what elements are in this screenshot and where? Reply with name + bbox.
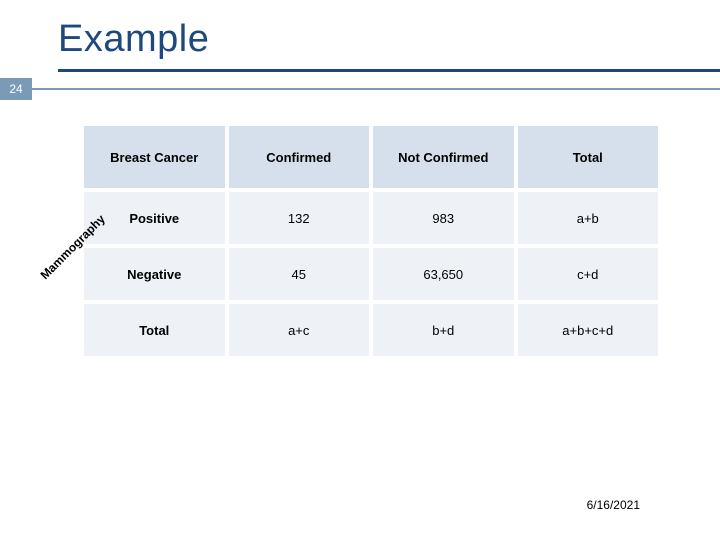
row-header: Total (84, 304, 225, 356)
table-cell: b+d (373, 304, 514, 356)
table-cell: 63,650 (373, 248, 514, 300)
col-header: Not Confirmed (373, 126, 514, 188)
table-header-row: Breast Cancer Confirmed Not Confirmed To… (84, 126, 658, 188)
table-row: Positive 132 983 a+b (84, 192, 658, 244)
table-cell: a+b (518, 192, 659, 244)
page-title: Example (58, 18, 720, 61)
table-row: Negative 45 63,650 c+d (84, 248, 658, 300)
pagenum-bar: 24 (0, 78, 720, 100)
table-cell: 45 (229, 248, 370, 300)
col-header: Total (518, 126, 659, 188)
footer-date: 6/16/2021 (587, 498, 640, 512)
title-underline (58, 69, 720, 72)
page-number-badge: 24 (0, 78, 32, 100)
table-cell: a+c (229, 304, 370, 356)
table-cell: a+b+c+d (518, 304, 659, 356)
row-header: Negative (84, 248, 225, 300)
col-header: Breast Cancer (84, 126, 225, 188)
pagenum-line (32, 88, 720, 90)
table-cell: 983 (373, 192, 514, 244)
contingency-table: Breast Cancer Confirmed Not Confirmed To… (80, 122, 662, 360)
col-header: Confirmed (229, 126, 370, 188)
table-row: Total a+c b+d a+b+c+d (84, 304, 658, 356)
table-cell: 132 (229, 192, 370, 244)
table-cell: c+d (518, 248, 659, 300)
row-header: Positive (84, 192, 225, 244)
